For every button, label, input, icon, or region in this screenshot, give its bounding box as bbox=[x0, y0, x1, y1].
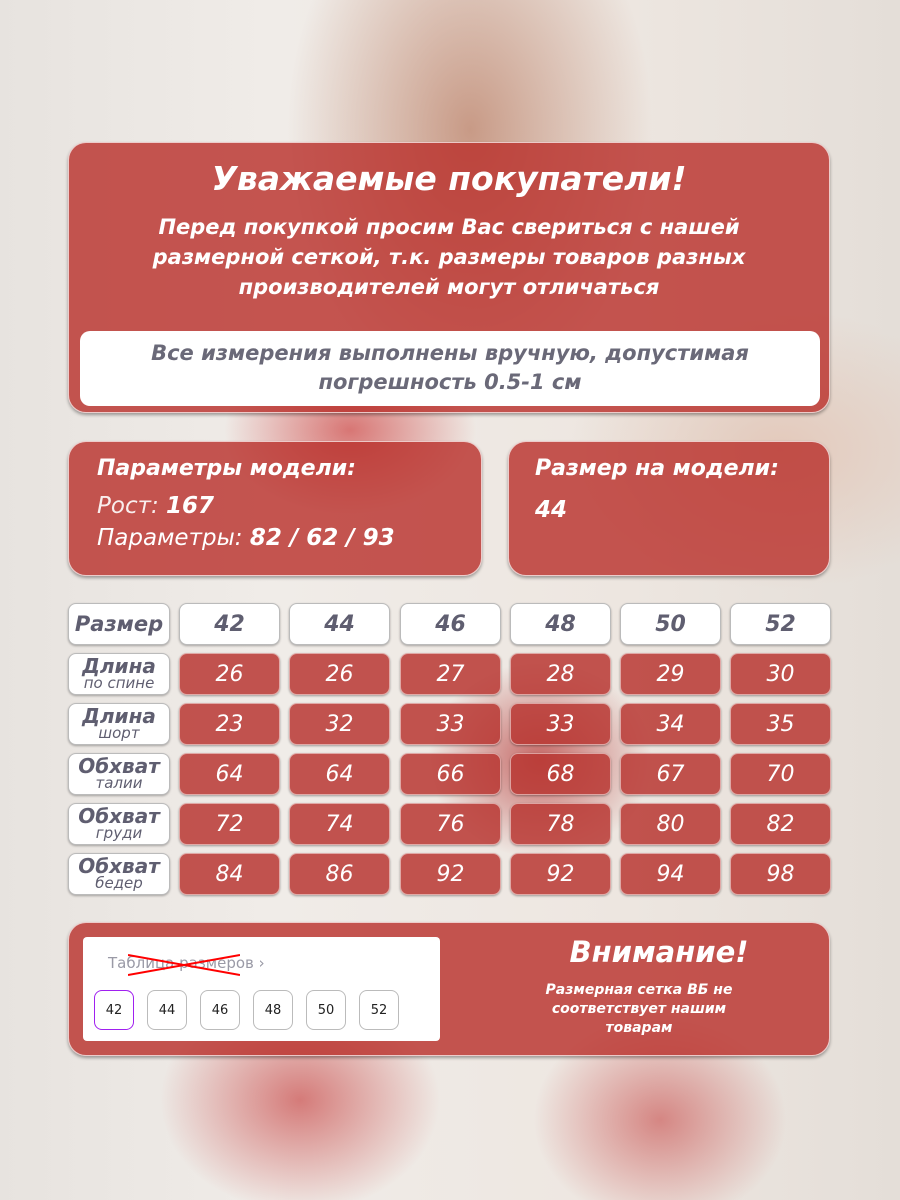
table-cell: 34 bbox=[620, 703, 721, 745]
model-params-title: Параметры модели: bbox=[97, 456, 356, 481]
attention-title: Внимание! bbox=[569, 935, 749, 969]
table-cell: 67 bbox=[620, 753, 721, 795]
table-cell: 84 bbox=[179, 853, 280, 895]
wb-size-option-46[interactable]: 46 bbox=[200, 990, 240, 1030]
table-cell: 80 bbox=[620, 803, 721, 845]
notice-title: Уважаемые покупатели! bbox=[211, 159, 687, 198]
size-header-label: Размер bbox=[68, 603, 170, 645]
row-label: Обхват бедер bbox=[68, 853, 170, 895]
notice-panel: Уважаемые покупатели! Перед покупкой про… bbox=[68, 142, 830, 413]
table-cell: 98 bbox=[730, 853, 831, 895]
row-label: Длина шорт bbox=[68, 703, 170, 745]
wb-size-option-42[interactable]: 42 bbox=[94, 990, 134, 1030]
measure-note: Все измерения выполнены вручную, допусти… bbox=[80, 331, 820, 406]
table-cell: 82 bbox=[730, 803, 831, 845]
wb-size-table-link[interactable]: Таблица размеров › bbox=[108, 954, 265, 976]
wb-size-option-52[interactable]: 52 bbox=[359, 990, 399, 1030]
size-header-46: 46 bbox=[400, 603, 501, 645]
height-value: 167 bbox=[166, 493, 215, 519]
notice-text: Перед покупкой просим Вас свериться с на… bbox=[152, 215, 746, 299]
size-header-52: 52 bbox=[730, 603, 831, 645]
table-cell: 64 bbox=[289, 753, 390, 795]
table-cell: 86 bbox=[289, 853, 390, 895]
row-label: Обхват талии bbox=[68, 753, 170, 795]
height-label: Рост: bbox=[97, 493, 159, 519]
params-value: 82 / 62 / 93 bbox=[249, 525, 395, 551]
model-size-title: Размер на модели: bbox=[535, 456, 779, 481]
table-cell: 70 bbox=[730, 753, 831, 795]
table-cell: 92 bbox=[510, 853, 611, 895]
attention-text: Размерная сетка ВБ не соответствует наши… bbox=[545, 982, 733, 1036]
table-cell: 72 bbox=[179, 803, 280, 845]
table-cell: 33 bbox=[400, 703, 501, 745]
model-size-panel: Размер на модели: 44 bbox=[508, 441, 830, 576]
table-cell: 64 bbox=[179, 753, 280, 795]
wb-size-option-48[interactable]: 48 bbox=[253, 990, 293, 1030]
model-params-panel: Параметры модели: Рост: 167 Параметры: 8… bbox=[68, 441, 482, 576]
table-cell: 35 bbox=[730, 703, 831, 745]
table-cell: 26 bbox=[179, 653, 280, 695]
cross-out-icon bbox=[128, 954, 240, 976]
table-cell: 68 bbox=[510, 753, 611, 795]
table-cell: 26 bbox=[289, 653, 390, 695]
size-header-48: 48 bbox=[510, 603, 611, 645]
wb-size-option-44[interactable]: 44 bbox=[147, 990, 187, 1030]
table-cell: 29 bbox=[620, 653, 721, 695]
table-cell: 74 bbox=[289, 803, 390, 845]
size-header-44: 44 bbox=[289, 603, 390, 645]
params-label: Параметры: bbox=[97, 525, 243, 551]
model-size-value: 44 bbox=[535, 497, 568, 523]
table-cell: 66 bbox=[400, 753, 501, 795]
table-cell: 94 bbox=[620, 853, 721, 895]
size-header-42: 42 bbox=[179, 603, 280, 645]
table-cell: 30 bbox=[730, 653, 831, 695]
table-cell: 33 bbox=[510, 703, 611, 745]
table-cell: 23 bbox=[179, 703, 280, 745]
table-cell: 92 bbox=[400, 853, 501, 895]
size-header-50: 50 bbox=[620, 603, 721, 645]
table-cell: 78 bbox=[510, 803, 611, 845]
row-label: Обхват груди bbox=[68, 803, 170, 845]
wb-size-option-50[interactable]: 50 bbox=[306, 990, 346, 1030]
table-cell: 27 bbox=[400, 653, 501, 695]
table-cell: 32 bbox=[289, 703, 390, 745]
table-cell: 28 bbox=[510, 653, 611, 695]
row-label: Длина по спине bbox=[68, 653, 170, 695]
table-cell: 76 bbox=[400, 803, 501, 845]
